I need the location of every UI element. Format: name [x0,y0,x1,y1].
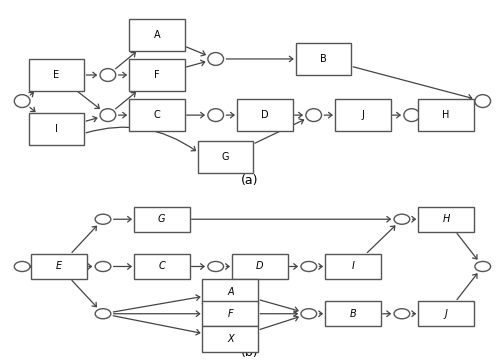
Text: A: A [227,287,234,297]
Circle shape [306,109,322,122]
Circle shape [14,95,30,108]
Circle shape [100,69,116,82]
FancyBboxPatch shape [202,301,258,326]
Circle shape [95,261,111,271]
Text: X: X [227,334,234,344]
Text: J: J [362,110,364,120]
Text: H: H [442,214,450,224]
Circle shape [394,214,409,224]
Circle shape [14,261,30,271]
Circle shape [301,309,316,319]
Text: B: B [350,309,356,319]
Circle shape [208,109,224,122]
FancyBboxPatch shape [202,326,258,352]
FancyBboxPatch shape [129,99,185,131]
Text: I: I [352,261,354,271]
Text: F: F [154,70,160,80]
FancyBboxPatch shape [325,254,381,279]
FancyBboxPatch shape [129,19,185,51]
FancyBboxPatch shape [325,301,381,326]
FancyBboxPatch shape [31,254,87,279]
FancyBboxPatch shape [418,99,474,131]
Circle shape [95,309,111,319]
Text: D: D [261,110,268,120]
FancyBboxPatch shape [198,141,254,173]
Circle shape [475,95,490,108]
Text: J: J [444,309,448,319]
FancyBboxPatch shape [28,59,84,91]
FancyBboxPatch shape [237,99,292,131]
FancyBboxPatch shape [28,113,84,145]
Circle shape [208,261,224,271]
Text: C: C [154,110,160,120]
FancyBboxPatch shape [296,43,352,75]
Circle shape [95,214,111,224]
Circle shape [301,261,316,271]
FancyBboxPatch shape [335,99,390,131]
FancyBboxPatch shape [202,279,258,304]
Text: E: E [54,70,60,80]
Text: (a): (a) [241,174,259,187]
Circle shape [394,309,409,319]
Text: G: G [222,152,229,162]
Text: D: D [256,261,264,271]
Text: H: H [442,110,450,120]
Text: G: G [158,214,166,224]
Text: E: E [56,261,62,271]
Text: F: F [228,309,233,319]
Text: I: I [55,124,58,134]
Text: (b): (b) [241,347,259,360]
Circle shape [475,261,490,271]
FancyBboxPatch shape [418,206,474,232]
FancyBboxPatch shape [418,301,474,326]
FancyBboxPatch shape [134,254,190,279]
Text: B: B [320,54,327,64]
FancyBboxPatch shape [129,59,185,91]
Circle shape [100,109,116,122]
FancyBboxPatch shape [134,206,190,232]
Circle shape [208,53,224,65]
Circle shape [404,109,419,122]
Text: A: A [154,30,160,40]
FancyBboxPatch shape [232,254,287,279]
Text: C: C [158,261,165,271]
